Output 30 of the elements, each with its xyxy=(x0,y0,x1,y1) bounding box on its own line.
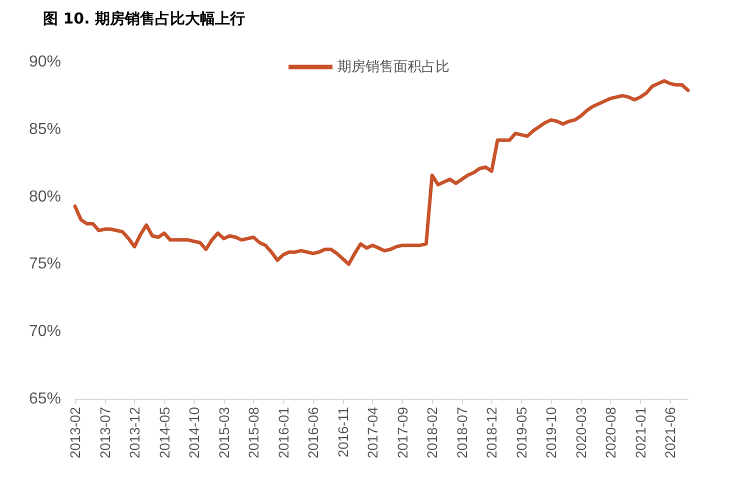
legend-label: 期房销售面积占比 xyxy=(338,59,450,75)
x-tick-label: 2018-07 xyxy=(454,406,470,458)
y-tick-label: 80% xyxy=(28,188,61,206)
x-tick-label: 2019-05 xyxy=(513,406,530,458)
x-tick-label: 2019-10 xyxy=(543,406,560,458)
y-tick-label: 90% xyxy=(28,54,61,70)
x-tick-label: 2013-07 xyxy=(96,406,113,458)
x-tick-label: 2016-01 xyxy=(275,406,292,458)
x-tick-label: 2021-06 xyxy=(662,406,678,458)
chart-title: 图 10. 期房销售占比大幅上行 xyxy=(43,10,246,28)
x-tick-label: 2015-03 xyxy=(216,406,232,458)
x-tick-label: 2017-04 xyxy=(364,406,381,458)
x-tick-label: 2018-12 xyxy=(484,406,500,458)
x-tick-label: 2013-12 xyxy=(126,406,143,458)
x-tick-label: 2018-02 xyxy=(424,406,440,458)
x-tick-label: 2016-06 xyxy=(305,406,322,458)
y-tick-label: 65% xyxy=(28,390,61,408)
x-tick-label: 2021-01 xyxy=(632,406,648,458)
y-tick-label: 85% xyxy=(28,120,61,138)
x-tick-label: 2015-08 xyxy=(246,406,262,458)
x-tick-label: 2020-08 xyxy=(602,406,619,458)
x-tick-label: 2013-02 xyxy=(67,406,83,458)
y-tick-label: 70% xyxy=(28,323,61,340)
x-tick-label: 2017-09 xyxy=(394,406,410,458)
x-tick-label: 2020-03 xyxy=(572,406,589,458)
x-tick-label: 2014-05 xyxy=(156,406,172,458)
x-tick-label: 2014-10 xyxy=(186,406,202,458)
y-tick-label: 75% xyxy=(28,256,61,273)
x-tick-label: 2016-11 xyxy=(334,406,351,458)
line-series xyxy=(73,79,690,266)
